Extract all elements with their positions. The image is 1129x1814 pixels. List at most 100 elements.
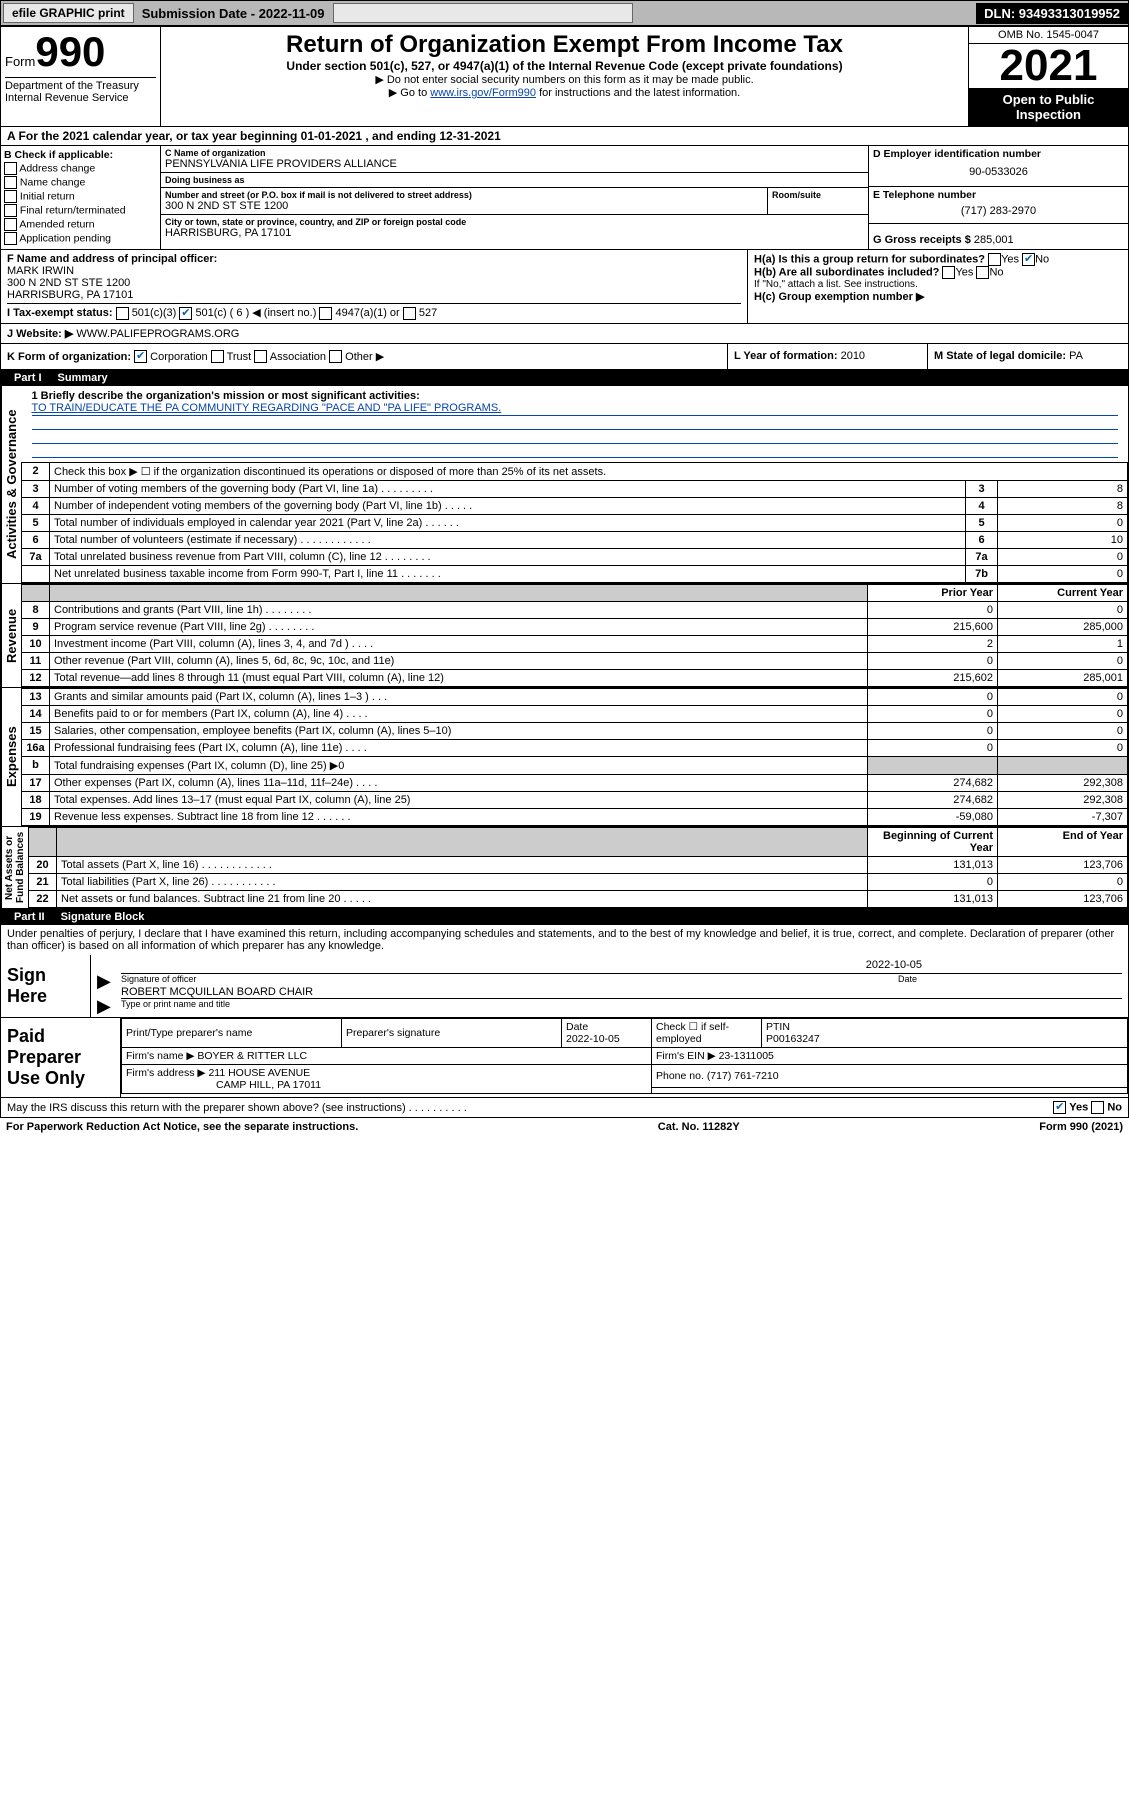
501c3-checkbox[interactable] bbox=[116, 307, 129, 320]
col-c-org: C Name of organization PENNSYLVANIA LIFE… bbox=[161, 146, 868, 249]
colb-item[interactable]: Application pending bbox=[4, 232, 157, 245]
firm-phone: (717) 761-7210 bbox=[707, 1070, 779, 1082]
form-prefix: Form bbox=[5, 54, 35, 69]
summary-table: Activities & Governance 1 Briefly descri… bbox=[0, 386, 1129, 584]
table-row: Net unrelated business taxable income fr… bbox=[22, 566, 1128, 583]
gross-value: 285,001 bbox=[974, 234, 1014, 246]
row-j-website: J Website: ▶ WWW.PALIFEPROGRAMS.ORG bbox=[0, 324, 1129, 344]
table-row: 14Benefits paid to or for members (Part … bbox=[22, 706, 1128, 723]
4947-checkbox[interactable] bbox=[319, 307, 332, 320]
footer-note: For Paperwork Reduction Act Notice, see … bbox=[0, 1118, 1129, 1136]
prep-date: 2022-10-05 bbox=[566, 1033, 620, 1045]
cat-no: Cat. No. 11282Y bbox=[658, 1121, 740, 1133]
table-row: 17Other expenses (Part IX, column (A), l… bbox=[22, 775, 1128, 792]
assoc-checkbox[interactable] bbox=[254, 350, 267, 363]
netassets-table: Net Assets orFund Balances Beginning of … bbox=[0, 827, 1129, 909]
table-row: 12Total revenue—add lines 8 through 11 (… bbox=[22, 670, 1128, 687]
officer-addr1: 300 N 2ND ST STE 1200 bbox=[7, 277, 130, 289]
firm-addr1: 211 HOUSE AVENUE bbox=[208, 1067, 310, 1079]
table-row: 11Other revenue (Part VIII, column (A), … bbox=[22, 653, 1128, 670]
hb-yes-checkbox[interactable] bbox=[942, 266, 955, 279]
discuss-yes-checkbox[interactable] bbox=[1053, 1101, 1066, 1114]
trust-checkbox[interactable] bbox=[211, 350, 224, 363]
vlabel-governance: Activities & Governance bbox=[1, 386, 21, 583]
row-k: K Form of organization: Corporation Trus… bbox=[0, 344, 1129, 371]
ha-yes-checkbox[interactable] bbox=[988, 253, 1001, 266]
submission-date: Submission Date - 2022-11-09 bbox=[136, 6, 331, 21]
gross-label: G Gross receipts $ bbox=[873, 234, 971, 246]
table-row: bTotal fundraising expenses (Part IX, co… bbox=[22, 757, 1128, 775]
ptin-value: P00163247 bbox=[766, 1033, 820, 1045]
addr-value: 300 N 2ND ST STE 1200 bbox=[165, 200, 763, 212]
part1-header: Part I Summary bbox=[0, 370, 1129, 386]
firm-addr2: CAMP HILL, PA 17011 bbox=[126, 1079, 321, 1091]
other-checkbox[interactable] bbox=[329, 350, 342, 363]
colb-item[interactable]: Final return/terminated bbox=[4, 204, 157, 217]
form-subtitle: Under section 501(c), 527, or 4947(a)(1)… bbox=[169, 59, 960, 73]
signature-section: Under penalties of perjury, I declare th… bbox=[0, 925, 1129, 1018]
addr-label: Number and street (or P.O. box if mail i… bbox=[165, 190, 763, 200]
firm-name: BOYER & RITTER LLC bbox=[197, 1050, 307, 1062]
form-number: 990 bbox=[35, 28, 105, 75]
vlabel-netassets: Net Assets orFund Balances bbox=[1, 827, 28, 908]
discuss-no-checkbox[interactable] bbox=[1091, 1101, 1104, 1114]
year-formation: 2010 bbox=[841, 350, 865, 362]
table-row: 16aProfessional fundraising fees (Part I… bbox=[22, 740, 1128, 757]
tax-exempt-label: I Tax-exempt status: bbox=[7, 307, 113, 319]
efile-button[interactable]: efile GRAPHIC print bbox=[3, 3, 134, 23]
col-d-ein: D Employer identification number 90-0533… bbox=[868, 146, 1128, 249]
row-a-period: A For the 2021 calendar year, or tax yea… bbox=[0, 127, 1129, 146]
state-domicile: PA bbox=[1069, 350, 1083, 362]
colb-item[interactable]: Initial return bbox=[4, 190, 157, 203]
form-title: Return of Organization Exempt From Incom… bbox=[169, 31, 960, 59]
colb-item[interactable]: Name change bbox=[4, 176, 157, 189]
table-row: 7aTotal unrelated business revenue from … bbox=[22, 549, 1128, 566]
form-id-block: Form990 Department of the Treasury Inter… bbox=[1, 27, 161, 126]
blank-button[interactable] bbox=[333, 3, 633, 23]
arrow-icon: ▶ bbox=[97, 996, 111, 1017]
note-2: ▶ Go to www.irs.gov/Form990 for instruct… bbox=[169, 86, 960, 99]
table-row: 13Grants and similar amounts paid (Part … bbox=[22, 689, 1128, 706]
vlabel-revenue: Revenue bbox=[1, 584, 21, 687]
ha-no-checkbox[interactable] bbox=[1022, 253, 1035, 266]
room-label: Room/suite bbox=[772, 190, 864, 200]
top-toolbar: efile GRAPHIC print Submission Date - 20… bbox=[0, 0, 1129, 26]
title-block: Return of Organization Exempt From Incom… bbox=[161, 27, 968, 126]
arrow-icon: ▶ bbox=[97, 971, 111, 992]
expenses-table: Expenses 13Grants and similar amounts pa… bbox=[0, 688, 1129, 827]
table-row: 5Total number of individuals employed in… bbox=[22, 515, 1128, 532]
irs-link[interactable]: www.irs.gov/Form990 bbox=[430, 87, 536, 99]
year-block: OMB No. 1545-0047 2021 Open to Public In… bbox=[968, 27, 1128, 126]
mission-text[interactable]: TO TRAIN/EDUCATE THE PA COMMUNITY REGARD… bbox=[32, 402, 502, 414]
firm-ein: 23-1311005 bbox=[719, 1050, 774, 1062]
tax-year: 2021 bbox=[969, 44, 1128, 88]
ein-value: 90-0533026 bbox=[873, 160, 1124, 184]
city-value: HARRISBURG, PA 17101 bbox=[165, 227, 864, 239]
table-row: 10Investment income (Part VIII, column (… bbox=[22, 636, 1128, 653]
hb-no-checkbox[interactable] bbox=[976, 266, 989, 279]
colb-item[interactable]: Address change bbox=[4, 162, 157, 175]
dept-label: Department of the Treasury Internal Reve… bbox=[5, 77, 156, 104]
table-row: 4Number of independent voting members of… bbox=[22, 498, 1128, 515]
table-row: 8Contributions and grants (Part VIII, li… bbox=[22, 602, 1128, 619]
part2-header: Part II Signature Block bbox=[0, 909, 1129, 925]
table-row: 18Total expenses. Add lines 13–17 (must … bbox=[22, 792, 1128, 809]
table-row: 6Total number of volunteers (estimate if… bbox=[22, 532, 1128, 549]
officer-addr2: HARRISBURG, PA 17101 bbox=[7, 289, 133, 301]
revenue-table: Revenue Prior YearCurrent Year 8Contribu… bbox=[0, 584, 1129, 688]
discuss-row: May the IRS discuss this return with the… bbox=[0, 1098, 1129, 1118]
form-header: Form990 Department of the Treasury Inter… bbox=[0, 26, 1129, 127]
sig-name: ROBERT MCQUILLAN BOARD CHAIR bbox=[121, 986, 313, 998]
527-checkbox[interactable] bbox=[403, 307, 416, 320]
sign-here-label: Sign Here bbox=[1, 955, 91, 1017]
section-fgh: F Name and address of principal officer:… bbox=[0, 250, 1129, 324]
colb-item[interactable]: Amended return bbox=[4, 218, 157, 231]
org-name-label: C Name of organization bbox=[165, 148, 864, 158]
corp-checkbox[interactable] bbox=[134, 350, 147, 363]
table-row: 19Revenue less expenses. Subtract line 1… bbox=[22, 809, 1128, 826]
org-name: PENNSYLVANIA LIFE PROVIDERS ALLIANCE bbox=[165, 158, 864, 170]
501c-checkbox[interactable] bbox=[179, 307, 192, 320]
dln-label: DLN: 93493313019952 bbox=[976, 3, 1128, 24]
preparer-label: Paid Preparer Use Only bbox=[1, 1018, 121, 1097]
table-row: 22Net assets or fund balances. Subtract … bbox=[29, 891, 1128, 908]
